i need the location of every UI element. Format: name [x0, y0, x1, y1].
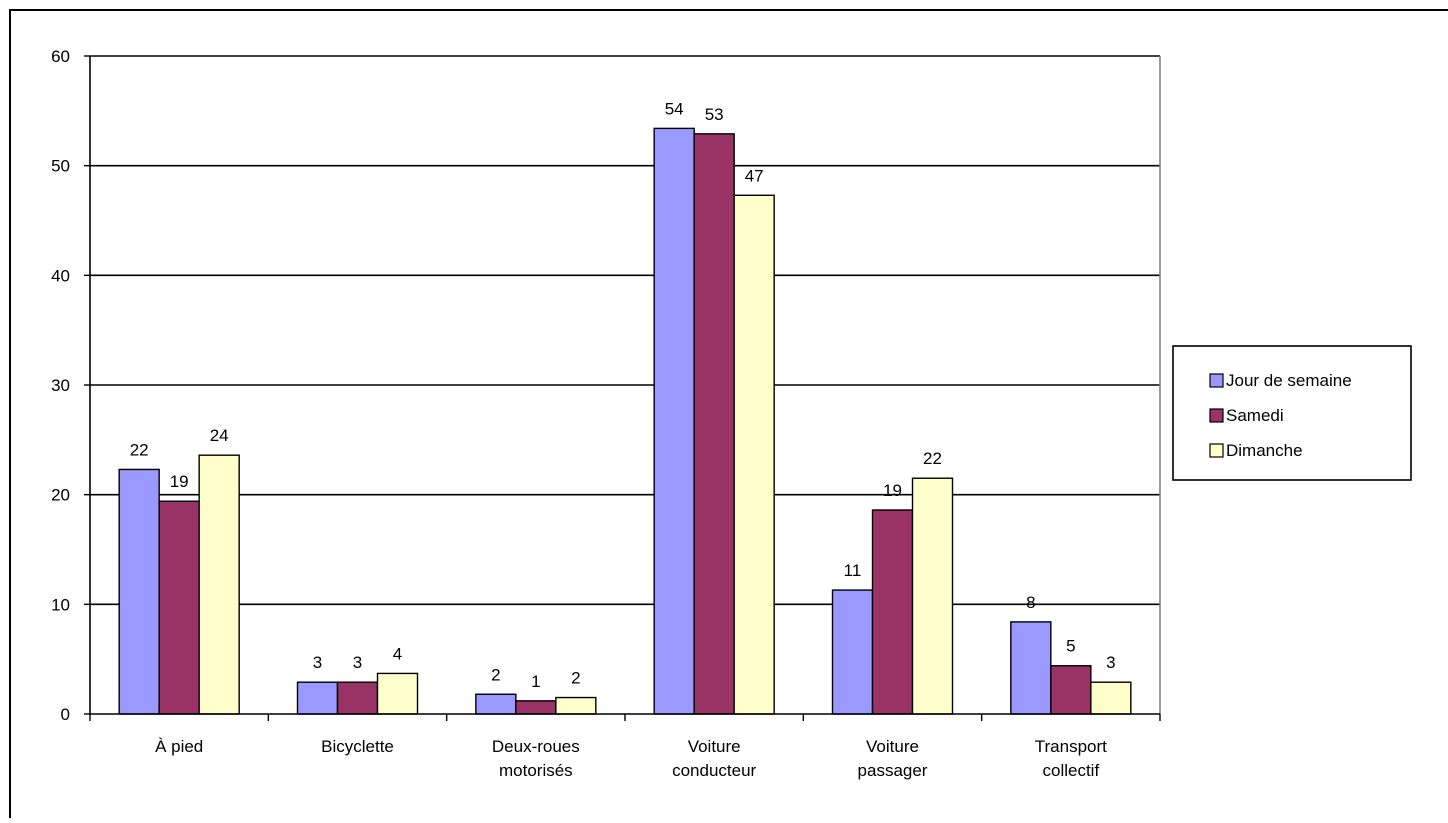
legend-swatch [1209, 408, 1224, 423]
x-category-label: À pied [155, 737, 203, 756]
bar [911, 477, 954, 715]
bar [336, 681, 379, 715]
y-tick-label: 20 [51, 486, 70, 505]
y-tick-label: 0 [61, 705, 70, 724]
data-label: 19 [883, 481, 902, 500]
y-tick-label: 10 [51, 595, 70, 614]
data-label: 1 [531, 672, 540, 691]
data-label: 4 [393, 644, 402, 663]
x-category-label: Bicyclette [321, 737, 394, 756]
x-category-label: Voiture passager [858, 737, 928, 780]
bar [831, 589, 874, 715]
bar [555, 696, 597, 715]
data-label: 3 [353, 653, 362, 672]
y-axis-ticks: 0 10 20 30 40 50 60 [51, 47, 90, 724]
bars [118, 127, 1132, 715]
data-label: 11 [844, 561, 862, 580]
x-axis-categories: À pied Bicyclette Deux-roues motorisés Voitu… [89, 714, 1161, 780]
data-label: 5 [1066, 637, 1075, 656]
data-label: 19 [170, 472, 189, 491]
bar [158, 500, 200, 715]
gridlines [90, 55, 1161, 714]
data-label: 24 [210, 426, 229, 445]
bar [1010, 621, 1052, 715]
bar [198, 454, 240, 715]
legend-swatch [1209, 373, 1224, 388]
data-label: 54 [665, 99, 684, 118]
bar [376, 672, 419, 715]
x-category-label: Transport collectif [1035, 737, 1107, 780]
data-label: 22 [923, 449, 942, 468]
y-tick-label: 60 [51, 47, 70, 66]
bar [653, 127, 695, 715]
bar [1090, 681, 1132, 715]
legend-label: Dimanche [1226, 441, 1303, 460]
data-label: 22 [130, 440, 149, 459]
y-tick-label: 40 [51, 266, 70, 285]
data-labels: 22 3 2 54 11 8 19 3 1 53 19 5 24 4 2 47 22 3 [130, 99, 1116, 690]
bar [296, 681, 339, 715]
y-tick-label: 30 [51, 376, 70, 395]
bar [1050, 665, 1092, 715]
legend-label: Jour de semaine [1226, 371, 1352, 390]
y-tick-label: 50 [51, 157, 70, 176]
data-label: 8 [1026, 593, 1035, 612]
data-label: 2 [571, 669, 580, 688]
data-label: 3 [313, 653, 322, 672]
bar [118, 468, 160, 715]
data-label: 47 [745, 166, 764, 185]
data-label: 53 [705, 105, 724, 124]
bar [475, 693, 517, 715]
bar [693, 133, 735, 715]
x-category-label: Voiture conducteur [672, 737, 756, 780]
bar [871, 509, 914, 715]
x-category-label: Deux-roues motorisés [492, 737, 580, 780]
legend-swatch [1209, 443, 1224, 458]
data-label: 2 [491, 665, 500, 684]
bar [515, 700, 557, 715]
bar [733, 194, 775, 715]
data-label: 3 [1106, 653, 1115, 672]
legend: Jour de semaine Samedi Dimanche [1172, 345, 1412, 481]
legend-label: Samedi [1226, 406, 1284, 425]
